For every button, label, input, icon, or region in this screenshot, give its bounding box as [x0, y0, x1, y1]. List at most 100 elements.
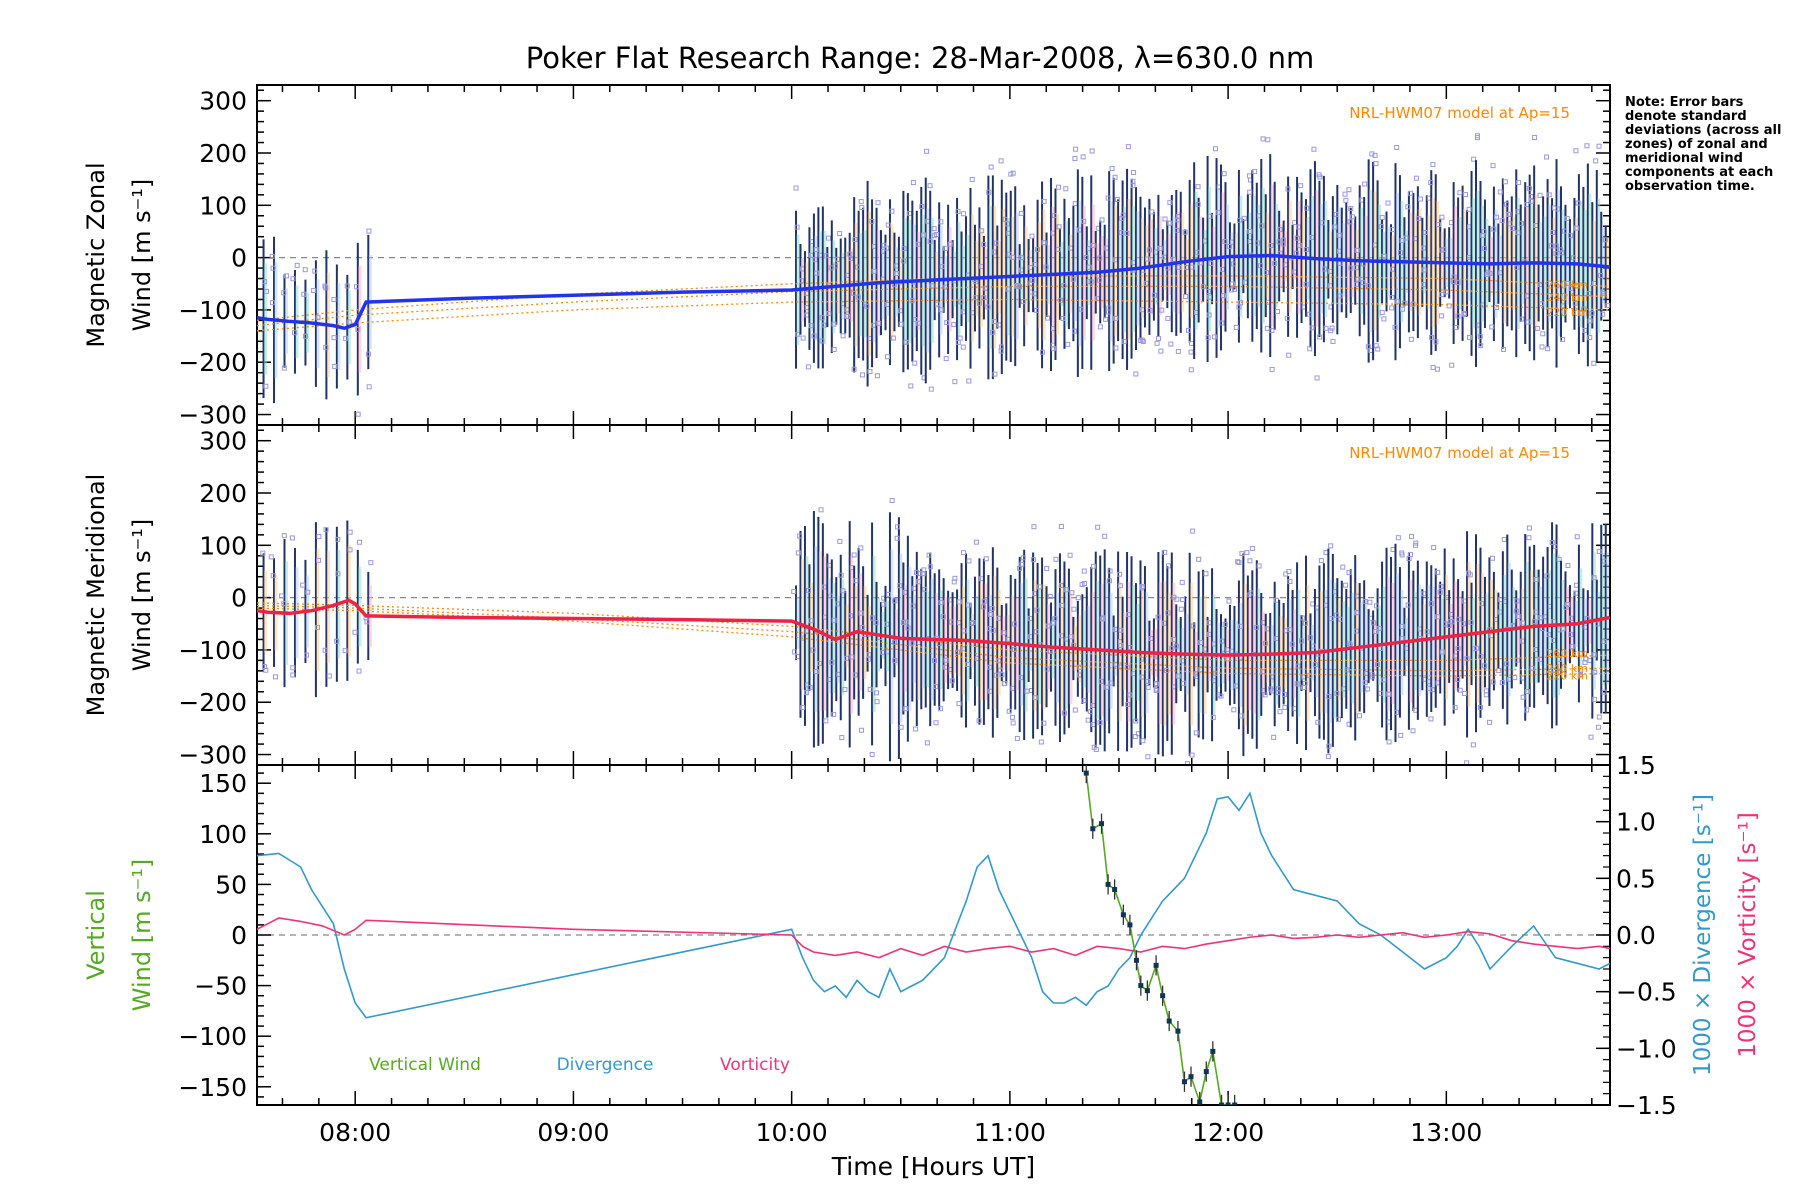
zone-sample-marker — [1360, 280, 1366, 286]
zone-sample-marker — [1162, 549, 1168, 555]
zone-sample-marker — [931, 226, 937, 232]
zone-sample-marker — [1014, 735, 1020, 741]
zone-sample-marker — [912, 360, 918, 366]
zone-sample-marker — [1247, 189, 1253, 195]
zone-sample-marker — [1188, 349, 1194, 355]
zone-sample-marker — [1287, 627, 1293, 633]
zone-sample-marker — [260, 550, 266, 556]
zone-sample-marker — [1565, 562, 1571, 568]
zone-sample-marker — [800, 335, 806, 341]
zone-sample-marker — [956, 599, 962, 605]
zone-sample-marker — [1556, 656, 1562, 662]
zone-sample-marker — [1489, 324, 1495, 330]
zone-sample-marker — [1006, 251, 1012, 257]
zone-sample-marker — [366, 384, 372, 390]
zone-sample-marker — [1281, 691, 1287, 697]
zone-sample-marker — [835, 256, 841, 262]
zone-sample-marker — [1529, 665, 1535, 671]
zone-sample-marker — [1272, 260, 1278, 266]
zone-sample-marker — [1481, 663, 1487, 669]
zone-sample-marker — [1086, 264, 1092, 270]
zone-sample-marker — [1540, 331, 1546, 337]
zone-sample-marker — [1173, 643, 1179, 649]
zone-sample-marker — [1596, 143, 1602, 149]
zone-sample-marker — [1365, 344, 1371, 350]
zone-sample-marker — [1584, 143, 1590, 149]
zone-sample-marker — [1002, 216, 1008, 222]
zone-sample-marker — [1081, 218, 1087, 224]
zone-sample-marker — [1097, 255, 1103, 261]
model-label: NRL-HWM07 model at Ap=15 — [1349, 104, 1570, 122]
zone-sample-marker — [1371, 620, 1377, 626]
zone-sample-marker — [1520, 620, 1526, 626]
zone-sample-marker — [1568, 632, 1574, 638]
y-tick-label: −100 — [178, 1022, 247, 1051]
zone-sample-marker — [973, 295, 979, 301]
zone-sample-marker — [1226, 244, 1232, 250]
zone-sample-marker — [1410, 728, 1416, 734]
y-tick-label: 100 — [199, 820, 247, 849]
zone-sample-marker — [922, 586, 928, 592]
vorticity-line — [257, 917, 1610, 959]
y-tick-label: 0 — [231, 244, 247, 273]
vertical-wind-point — [1144, 988, 1150, 994]
zone-sample-marker — [1138, 656, 1144, 662]
zone-sample-marker — [1556, 556, 1562, 562]
zone-sample-marker — [1075, 595, 1081, 601]
zone-sample-marker — [1165, 315, 1171, 321]
zone-sample-marker — [1212, 146, 1218, 152]
zone-sample-marker — [1546, 632, 1552, 638]
mean-wind-line — [256, 253, 1611, 331]
zone-sample-marker — [1501, 346, 1507, 352]
zone-sample-marker — [826, 310, 832, 316]
zone-sample-marker — [1548, 243, 1554, 249]
zone-sample-marker — [1314, 375, 1320, 381]
zone-sample-marker — [955, 208, 961, 214]
zone-sample-marker — [1373, 603, 1379, 609]
zone-sample-marker — [1130, 183, 1136, 189]
zone-sample-marker — [1151, 292, 1157, 298]
zone-sample-marker — [1471, 156, 1477, 162]
zone-sample-marker — [852, 672, 858, 678]
zone-sample-marker — [949, 678, 955, 684]
zone-sample-marker — [1502, 179, 1508, 185]
zone-sample-marker — [976, 718, 982, 724]
zone-sample-marker — [913, 569, 919, 575]
zone-sample-marker — [1553, 243, 1559, 249]
zone-sample-marker — [1545, 346, 1551, 352]
zone-sample-marker — [1146, 247, 1152, 253]
zone-sample-marker — [1325, 753, 1331, 759]
zone-sample-marker — [1564, 215, 1570, 221]
zone-sample-marker — [933, 720, 939, 726]
zone-sample-marker — [1019, 561, 1025, 567]
error-bars — [260, 498, 1610, 767]
zone-sample-marker — [1010, 170, 1016, 176]
zone-sample-marker — [1307, 673, 1313, 679]
zone-sample-marker — [1193, 730, 1199, 736]
zone-sample-marker — [1586, 291, 1592, 297]
zone-sample-marker — [1248, 590, 1254, 596]
zone-sample-marker — [1528, 194, 1534, 200]
zone-sample-marker — [1174, 596, 1180, 602]
zone-sample-marker — [1235, 559, 1241, 565]
zone-sample-marker — [1515, 613, 1521, 619]
zone-sample-marker — [990, 627, 996, 633]
zone-sample-marker — [1408, 336, 1414, 342]
zone-sample-marker — [1326, 743, 1332, 749]
zone-sample-marker — [990, 329, 996, 335]
zone-sample-marker — [1439, 313, 1445, 319]
zone-sample-marker — [1239, 713, 1245, 719]
zone-sample-marker — [302, 333, 308, 339]
zone-sample-marker — [1515, 230, 1521, 236]
zone-sample-marker — [1303, 281, 1309, 287]
zone-sample-marker — [357, 539, 363, 545]
vertical-wind-point — [1153, 962, 1159, 968]
zone-sample-marker — [936, 641, 942, 647]
zone-sample-marker — [1127, 692, 1133, 698]
zone-sample-marker — [1268, 686, 1274, 692]
zone-sample-marker — [1175, 673, 1181, 679]
y-tick-label: 100 — [199, 531, 247, 560]
zone-sample-marker — [1539, 301, 1545, 307]
zone-sample-marker — [1431, 545, 1437, 551]
zone-sample-marker — [1241, 215, 1247, 221]
